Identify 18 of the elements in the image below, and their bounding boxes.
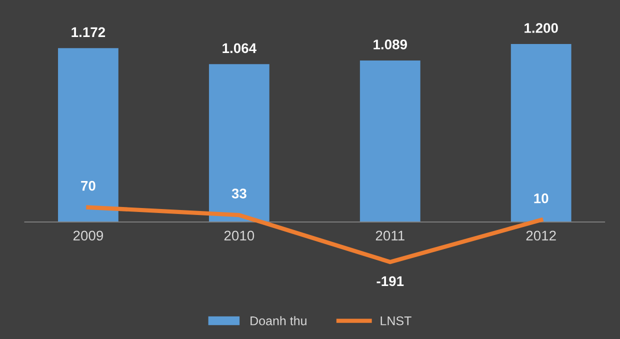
bar bbox=[58, 48, 118, 222]
data-label: 10 bbox=[534, 193, 548, 204]
legend-label: Doanh thu bbox=[250, 316, 306, 326]
data-label: 1.200 bbox=[524, 23, 558, 33]
x-tick-label: 2012 bbox=[526, 230, 556, 241]
data-label: 1.089 bbox=[374, 40, 407, 50]
legend-label: LNST bbox=[380, 316, 412, 326]
bar bbox=[510, 44, 572, 222]
data-label: -191 bbox=[376, 276, 404, 286]
data-label: 1.172 bbox=[72, 27, 106, 37]
data-label: 70 bbox=[81, 180, 96, 191]
bar bbox=[360, 60, 420, 222]
x-tick-label: 2011 bbox=[376, 230, 404, 241]
x-tick-label: 2010 bbox=[224, 230, 254, 241]
data-label: 1.064 bbox=[222, 43, 256, 54]
data-label: 33 bbox=[232, 188, 246, 198]
bar bbox=[208, 64, 270, 222]
x-tick-label: 2009 bbox=[73, 230, 103, 241]
